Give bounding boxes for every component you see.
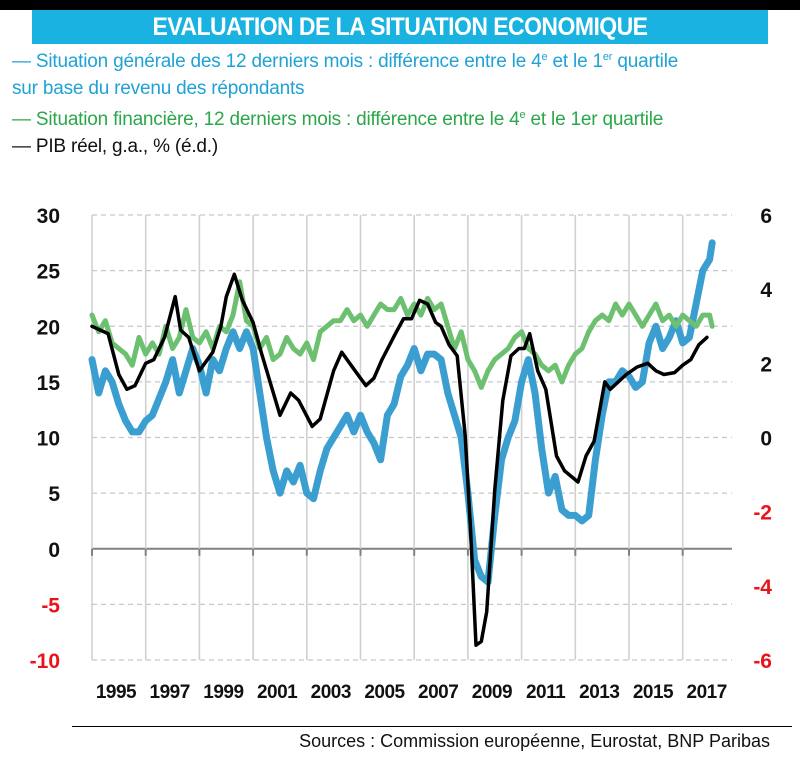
x-tick-label: 1997: [150, 682, 190, 703]
legend: — Situation générale des 12 derniers moi…: [12, 44, 797, 160]
x-tick-label: 1995: [96, 682, 137, 703]
right-tick-label: -2: [753, 502, 772, 525]
left-tick-label: -5: [41, 594, 60, 617]
series-situation-generale-line: [88, 239, 716, 586]
right-tick-label: -4: [753, 576, 772, 599]
legend-item-situation-generale-cont: sur base du revenu des répondants: [12, 78, 305, 99]
sources-divider: [72, 726, 792, 727]
right-tick-label: 6: [760, 205, 772, 228]
left-tick-label: 20: [37, 316, 60, 339]
chart-title: EVALUATION DE LA SITUATION ECONOMIQUE: [32, 10, 768, 44]
x-tick-label: 2011: [526, 682, 566, 703]
legend-item-situation-financiere: — Situation financière, 12 derniers mois…: [12, 109, 664, 130]
sources-note: Sources : Commission européenne, Eurosta…: [299, 731, 770, 751]
x-tick-label: 2005: [364, 682, 405, 703]
x-tick-label: 2001: [257, 682, 298, 703]
left-tick-label: -10: [30, 650, 60, 673]
right-tick-label: -6: [753, 650, 772, 673]
left-tick-label: 5: [48, 483, 60, 506]
x-tick-label: 2003: [311, 682, 351, 703]
left-tick-label: 15: [37, 372, 61, 395]
x-tick-label: 2007: [418, 682, 458, 703]
right-tick-label: 4: [760, 279, 772, 302]
legend-item-pib-reel: — PIB réel, g.a., % (é.d.): [12, 136, 218, 157]
top-black-bar: [0, 0, 800, 10]
x-tick-label: 2009: [472, 682, 512, 703]
x-tick-label: 2017: [687, 682, 727, 703]
left-tick-label: 0: [48, 539, 60, 562]
x-tick-label: 2015: [633, 682, 674, 703]
right-tick-label: 2: [760, 353, 772, 376]
x-tick-label: 1999: [203, 682, 243, 703]
series-layer: [88, 239, 716, 647]
legend-item-situation-generale: — Situation générale des 12 derniers moi…: [12, 51, 679, 72]
x-tick-label: 2013: [579, 682, 619, 703]
left-tick-label: 10: [37, 428, 60, 451]
left-tick-label: 30: [37, 205, 60, 228]
series-situation-financiere-line: [89, 279, 715, 390]
right-tick-label: 0: [760, 428, 772, 451]
grid: [91, 214, 732, 661]
left-tick-label: 25: [37, 261, 61, 284]
series-pib-reel-line: [90, 272, 709, 647]
